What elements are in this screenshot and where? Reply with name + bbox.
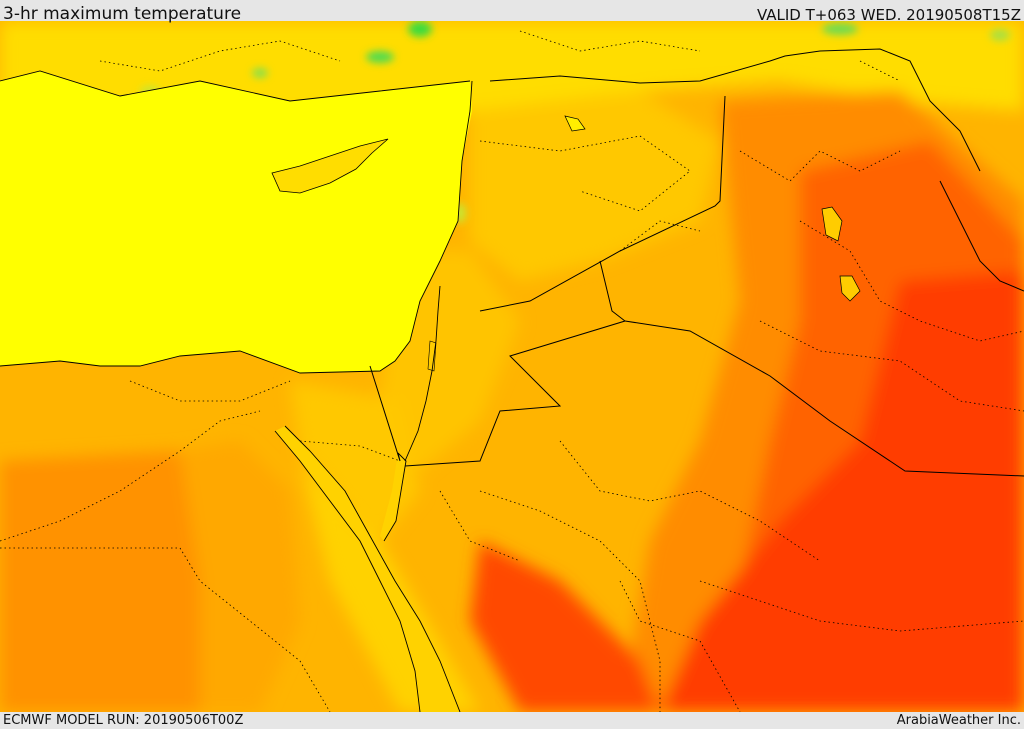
coastlines (0, 70, 473, 712)
lake-tharthar (821, 206, 843, 242)
lake-assad (564, 115, 586, 132)
map-footer: ECMWF MODEL RUN: 20190506T00Z ArabiaWeat… (0, 712, 1024, 729)
dead-sea (427, 340, 437, 372)
temperature-map (0, 21, 1024, 712)
credit-label: ArabiaWeather Inc. (896, 713, 1021, 728)
provincial-borders (0, 30, 1024, 712)
temperature-bands (0, 21, 1024, 712)
jordan-river (404, 285, 441, 462)
model-run-label: ECMWF MODEL RUN: 20190506T00Z (3, 713, 244, 728)
valid-time-label: VALID T+063 WED. 20190508T15Z (756, 6, 1021, 24)
mediterranean-sea (0, 71, 472, 373)
nile-band (180, 441, 300, 712)
red-sea (275, 426, 460, 712)
cyprus-island (271, 138, 389, 194)
national-borders (369, 48, 1024, 477)
gulf-of-aqaba (380, 453, 406, 541)
map-header: 3-hr maximum temperature VALID T+063 WED… (0, 0, 1024, 24)
hejaz-hot-band (470, 541, 660, 712)
egypt-orange-band (0, 451, 230, 712)
map-title: 3-hr maximum temperature (3, 4, 242, 24)
lake-habbaniyah (839, 275, 861, 302)
hot-core-band (660, 271, 1024, 712)
